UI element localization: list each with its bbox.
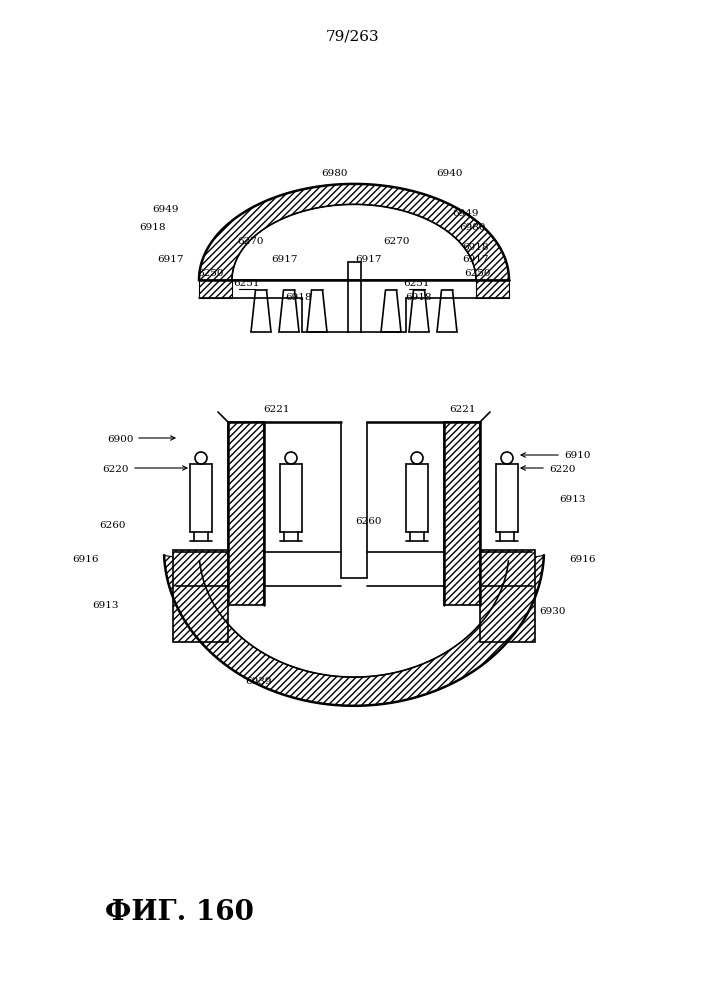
Text: 6900: 6900 — [107, 436, 134, 444]
Polygon shape — [164, 555, 544, 706]
Text: 6917: 6917 — [271, 255, 297, 264]
Polygon shape — [444, 422, 480, 605]
Polygon shape — [199, 280, 232, 298]
Text: 6918: 6918 — [286, 294, 312, 302]
Text: 6221: 6221 — [449, 406, 476, 414]
Text: 6250: 6250 — [198, 269, 224, 278]
Text: 6918: 6918 — [139, 224, 166, 232]
Text: 6251: 6251 — [234, 279, 260, 288]
Text: 6913: 6913 — [93, 600, 119, 609]
Polygon shape — [228, 422, 264, 605]
Text: 6940: 6940 — [436, 169, 462, 178]
Text: 6916: 6916 — [569, 556, 595, 564]
Text: 6980: 6980 — [321, 169, 347, 178]
Text: 6913: 6913 — [559, 495, 585, 504]
Polygon shape — [199, 184, 509, 280]
Text: 6270: 6270 — [238, 237, 264, 246]
Text: 6939: 6939 — [246, 678, 272, 686]
Text: 6980: 6980 — [459, 224, 486, 232]
Polygon shape — [480, 550, 535, 642]
Text: 79/263: 79/263 — [326, 30, 380, 44]
Text: 6949: 6949 — [153, 206, 179, 215]
Text: 6918: 6918 — [406, 294, 432, 302]
Text: 6917: 6917 — [462, 255, 489, 264]
Text: 6260: 6260 — [100, 520, 126, 530]
Polygon shape — [476, 280, 509, 298]
Text: 6270: 6270 — [382, 237, 409, 246]
Text: 6918: 6918 — [462, 242, 489, 251]
Text: 6221: 6221 — [263, 406, 289, 414]
Text: 6917: 6917 — [158, 255, 184, 264]
Text: 6949: 6949 — [452, 210, 479, 219]
Text: 6260: 6260 — [356, 518, 382, 526]
Text: 6250: 6250 — [464, 269, 491, 278]
Text: 6220: 6220 — [103, 466, 129, 475]
Text: 6917: 6917 — [356, 255, 382, 264]
Text: 6910: 6910 — [564, 450, 590, 460]
Polygon shape — [173, 550, 228, 642]
Text: 6220: 6220 — [549, 466, 575, 475]
Text: 6930: 6930 — [539, 607, 566, 616]
Text: 6251: 6251 — [404, 279, 431, 288]
Text: 6916: 6916 — [73, 556, 99, 564]
Text: ФИГ. 160: ФИГ. 160 — [105, 900, 254, 926]
